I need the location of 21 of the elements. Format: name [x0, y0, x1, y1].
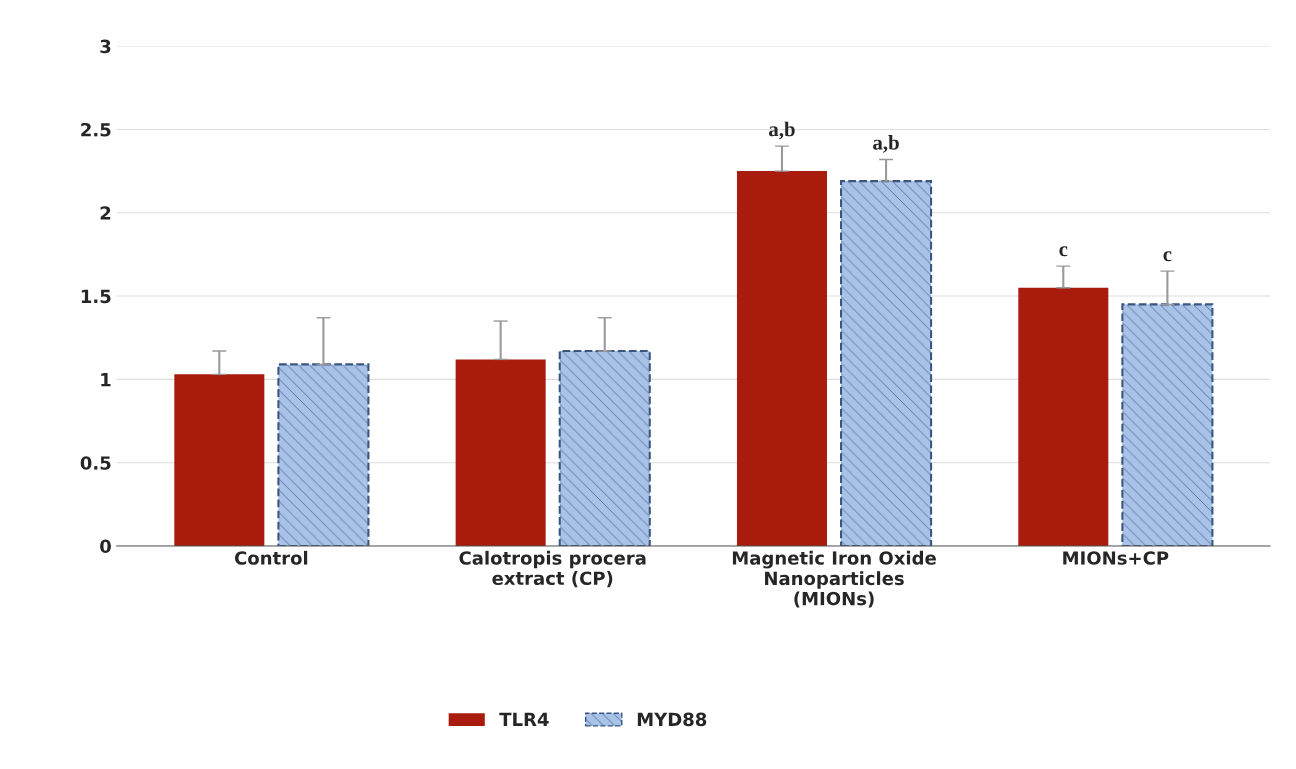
- y-tick-label: 1: [101, 373, 111, 387]
- y-tick-label: 2.5: [81, 122, 111, 137]
- bar: [1018, 287, 1109, 546]
- y-tick-label: 0.5: [80, 456, 111, 470]
- bar: [736, 171, 827, 546]
- legend-label: TLR4: [499, 712, 549, 726]
- data-label: c: [1059, 246, 1068, 257]
- data-label: a,b: [873, 134, 899, 153]
- data-label: c: [1163, 251, 1172, 262]
- y-tick-label: 3: [100, 39, 111, 54]
- data-label: a,b: [769, 121, 795, 140]
- legend-label: MYD88: [637, 712, 707, 727]
- bar: [174, 374, 265, 546]
- x-tick-label: Magnetic Iron Oxide Nanoparticles (MIONs): [732, 550, 936, 608]
- x-tick-label: Calotropis procera extract (CP): [459, 550, 646, 588]
- y-tick-label: 2: [100, 206, 111, 220]
- bar: [455, 359, 546, 546]
- y-tick-label: 1.5: [81, 289, 111, 304]
- y-tick-label: 0: [100, 539, 111, 554]
- x-tick-label: Control: [234, 550, 308, 565]
- x-tick-label: MIONs+CP: [1063, 551, 1169, 565]
